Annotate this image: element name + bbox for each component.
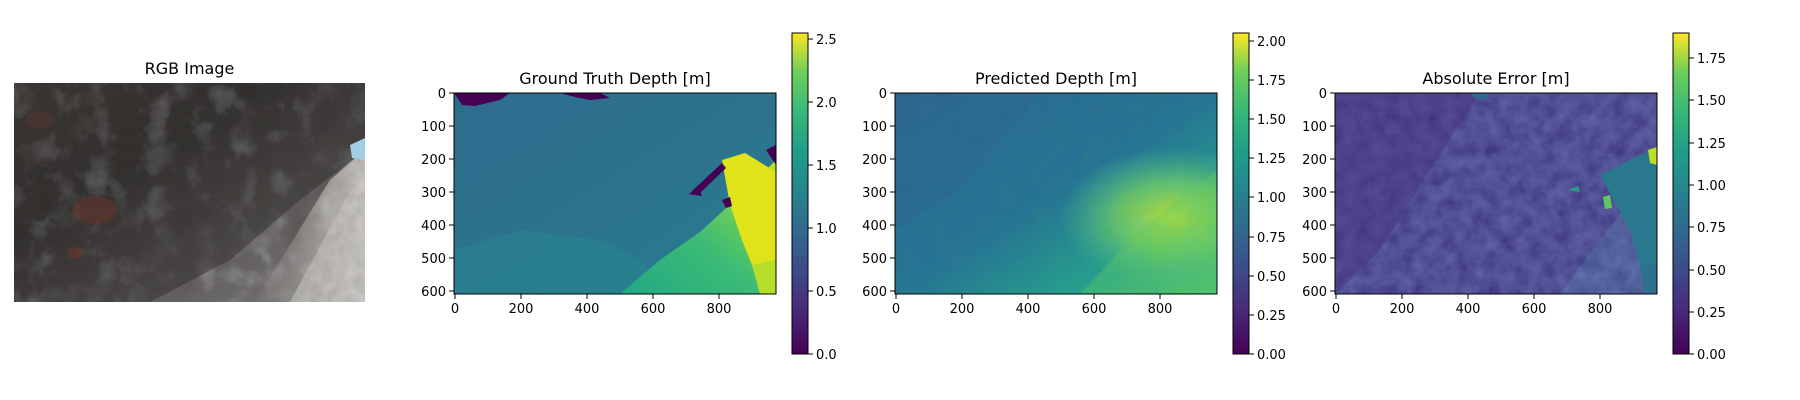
pred-y-tick-label: 100	[862, 120, 887, 135]
gt-x-tick-label: 600	[641, 302, 666, 317]
pred-x-tick-label: 600	[1082, 302, 1107, 317]
pred-colorbar-tick: 0.75	[1257, 231, 1286, 246]
gt-y-tick-label: 500	[421, 252, 446, 267]
gt-y-ticks: 0 100 200 300 400 500 600	[421, 87, 454, 300]
pred-y-tick-label: 0	[879, 87, 887, 102]
gt-x-ticks: 0 200 400 600 800	[451, 294, 732, 317]
err-axes-frame	[1334, 92, 1658, 295]
pred-colorbar-tick: 1.25	[1257, 152, 1286, 167]
gt-y-tick-label: 600	[421, 285, 446, 300]
pred-y-ticks: 0 100 200 300 400 500 600	[862, 87, 895, 300]
err-y-tick-label: 300	[1302, 186, 1327, 201]
gt-colorbar-tick: 1.0	[816, 222, 837, 237]
gt-heatmap	[454, 93, 776, 294]
gt-colorbar-tick: 1.5	[816, 159, 837, 174]
gt-x-tick-label: 0	[451, 302, 459, 317]
gt-y-tick-label: 300	[421, 186, 446, 201]
err-panel: Absolute Error [m] 0 200 400 600 800	[1302, 32, 1726, 363]
err-x-tick-label: 200	[1390, 302, 1415, 317]
gt-panel: Ground Truth Depth [m] 0 200 400 600 8	[421, 32, 837, 363]
err-title: Absolute Error [m]	[1422, 69, 1569, 88]
pred-x-tick-label: 400	[1016, 302, 1041, 317]
gt-colorbar-tick: 2.0	[816, 96, 837, 111]
gt-y-tick-label: 400	[421, 219, 446, 234]
err-y-tick-label: 500	[1302, 252, 1327, 267]
pred-colorbar-tick: 2.00	[1257, 35, 1286, 50]
err-y-tick-label: 200	[1302, 153, 1327, 168]
pred-x-tick-label: 800	[1148, 302, 1173, 317]
pred-heatmap	[895, 93, 1217, 294]
err-colorbar-tick: 0.75	[1697, 221, 1726, 236]
pred-y-tick-label: 600	[862, 285, 887, 300]
gt-y-tick-label: 0	[438, 87, 446, 102]
pred-y-tick-label: 200	[862, 153, 887, 168]
gt-colorbar-tick: 2.5	[816, 33, 837, 48]
rgb-image	[14, 83, 365, 302]
pred-y-tick-label: 400	[862, 219, 887, 234]
pred-x-ticks: 0 200 400 600 800	[892, 294, 1173, 317]
gt-y-tick-label: 200	[421, 153, 446, 168]
pred-x-tick-label: 200	[950, 302, 975, 317]
gt-colorbar-tick: 0.0	[816, 348, 837, 363]
pred-colorbar: 0.00 0.25 0.50 0.75 1.00 1.25 1.50 1.75 …	[1232, 32, 1286, 363]
err-x-tick-label: 0	[1332, 302, 1340, 317]
gt-axes-frame	[453, 92, 777, 295]
pred-colorbar-tick: 1.50	[1257, 113, 1286, 128]
pred-colorbar-tick: 0.50	[1257, 270, 1286, 285]
err-x-tick-label: 400	[1456, 302, 1481, 317]
pred-y-tick-label: 300	[862, 186, 887, 201]
pred-colorbar-tick: 0.00	[1257, 348, 1286, 363]
err-colorbar-tick: 0.50	[1697, 264, 1726, 279]
err-y-tick-label: 600	[1302, 285, 1327, 300]
err-colorbar-tick: 1.00	[1697, 179, 1726, 194]
gt-title: Ground Truth Depth [m]	[519, 69, 710, 88]
pred-panel: Predicted Depth [m] 0 200 400 600 800	[862, 32, 1286, 363]
pred-colorbar-tick: 0.25	[1257, 309, 1286, 324]
err-colorbar-tick: 1.25	[1697, 137, 1726, 152]
err-colorbar-tick: 0.25	[1697, 306, 1726, 321]
pred-colorbar-tick: 1.75	[1257, 74, 1286, 89]
gt-colorbar: 0.0 0.5 1.0 1.5 2.0 2.5	[791, 32, 837, 363]
pred-colorbar-tick: 1.00	[1257, 191, 1286, 206]
gt-colorbar-tick: 0.5	[816, 285, 837, 300]
err-colorbar-tick: 0.00	[1697, 348, 1726, 363]
gt-x-tick-label: 200	[509, 302, 534, 317]
err-x-ticks: 0 200 400 600 800	[1332, 294, 1613, 317]
pred-x-tick-label: 0	[892, 302, 900, 317]
err-heatmap	[1335, 93, 1657, 294]
err-y-tick-label: 100	[1302, 120, 1327, 135]
pred-y-tick-label: 500	[862, 252, 887, 267]
gt-x-tick-label: 400	[575, 302, 600, 317]
pred-title: Predicted Depth [m]	[975, 69, 1137, 88]
err-y-tick-label: 400	[1302, 219, 1327, 234]
err-x-tick-label: 600	[1522, 302, 1547, 317]
pred-axes-frame	[894, 92, 1218, 295]
gt-y-tick-label: 100	[421, 120, 446, 135]
err-colorbar-tick: 1.75	[1697, 52, 1726, 67]
gt-x-tick-label: 800	[707, 302, 732, 317]
rgb-title: RGB Image	[145, 59, 235, 78]
err-colorbar: 0.00 0.25 0.50 0.75 1.00 1.25 1.50 1.75	[1672, 32, 1726, 363]
err-y-tick-label: 0	[1319, 87, 1327, 102]
err-x-tick-label: 800	[1588, 302, 1613, 317]
err-colorbar-tick: 1.50	[1697, 94, 1726, 109]
rgb-panel: RGB Image	[14, 59, 365, 302]
err-y-ticks: 0 100 200 300 400 500 600	[1302, 87, 1335, 300]
